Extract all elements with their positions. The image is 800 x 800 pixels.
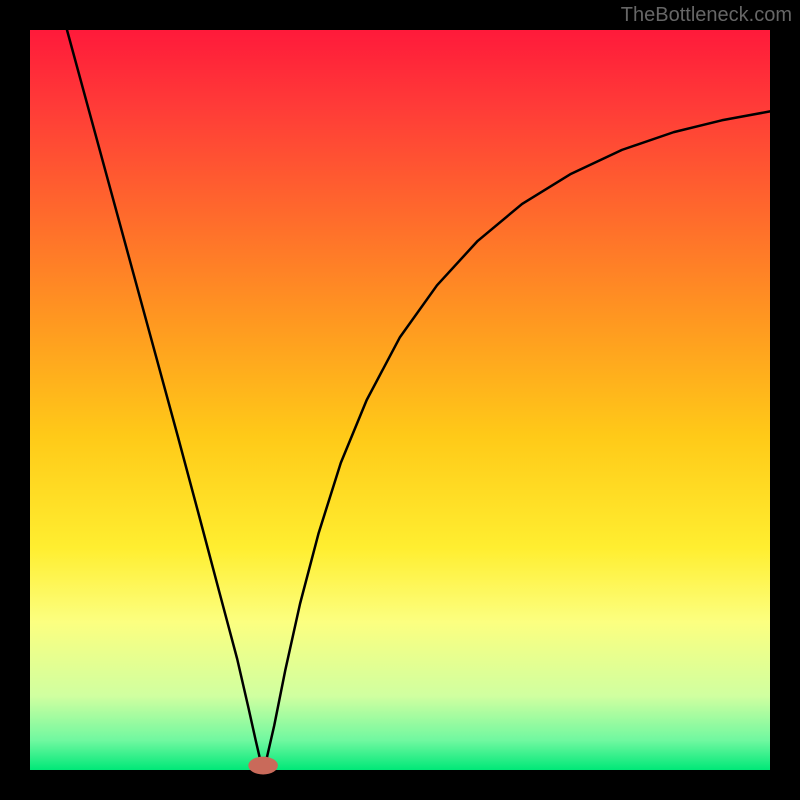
- chart-background: [30, 30, 770, 770]
- watermark-text: TheBottleneck.com: [621, 4, 792, 27]
- chart-container: TheBottleneck.com: [0, 0, 800, 800]
- bottleneck-chart: [0, 0, 800, 800]
- minimum-marker: [248, 757, 278, 775]
